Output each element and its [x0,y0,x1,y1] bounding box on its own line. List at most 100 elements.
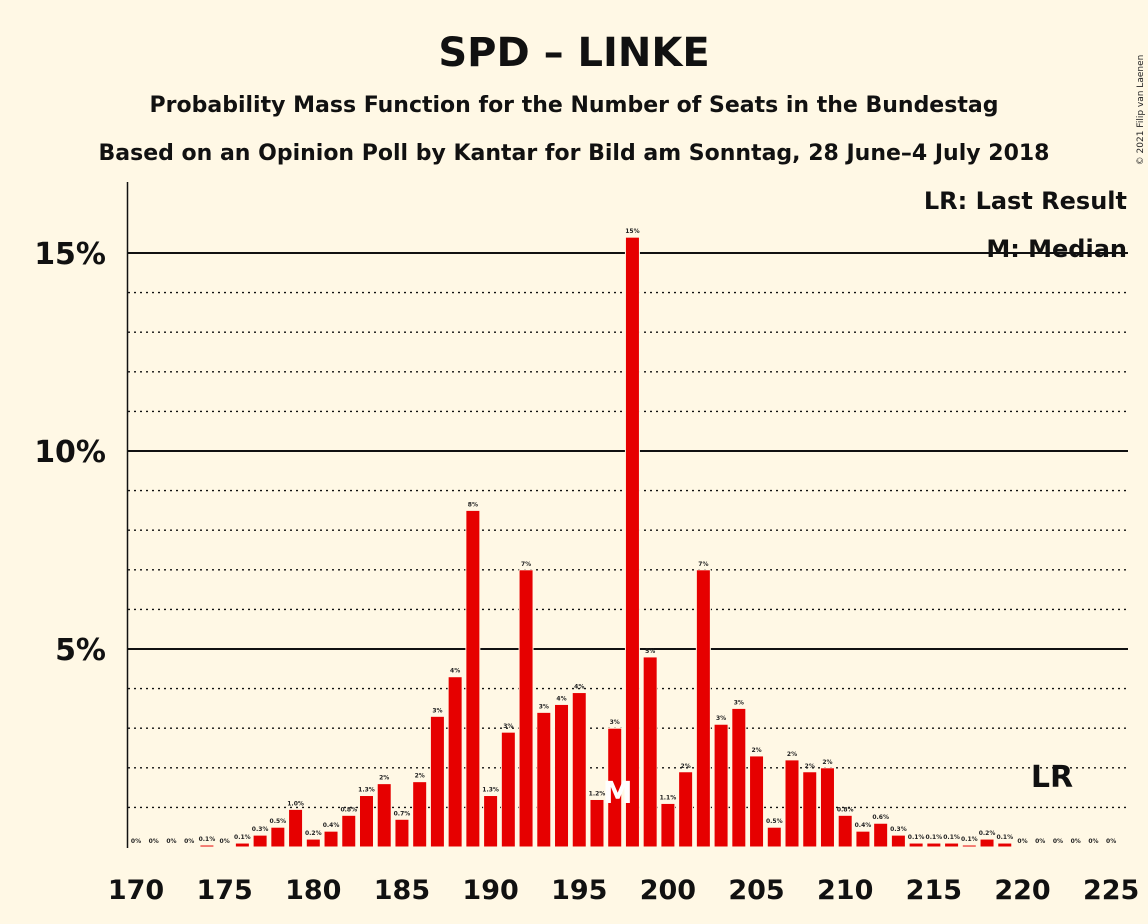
bar-seat-218 [979,838,995,848]
data-label-seat-208: 2% [805,763,815,770]
data-label-seat-193: 3% [539,703,549,710]
bar-seat-214 [908,842,924,848]
data-label-seat-205: 2% [751,747,761,754]
data-label-seat-180: 0.2% [305,830,322,837]
data-label-seat-190: 1.3% [482,787,499,794]
y-tick-label: 10% [34,435,106,470]
bar-seat-184 [376,783,392,848]
data-label-seat-173: 0% [184,838,194,845]
data-label-seat-204: 3% [734,699,744,706]
x-tick-label: 180 [285,875,341,906]
data-label-seat-186: 2% [415,773,425,780]
bar-seat-178 [270,826,286,848]
data-label-seat-213: 0.3% [890,826,907,833]
data-label-seat-192: 7% [521,561,531,568]
data-label-seat-183: 1.3% [358,787,375,794]
x-tick-label: 215 [906,875,962,906]
bar-seat-203 [713,723,729,848]
bar-seat-196 [589,798,605,848]
data-label-seat-211: 0.4% [855,822,872,829]
data-label-seat-219: 0.1% [996,834,1013,841]
data-label-seat-200: 1.1% [660,794,677,801]
data-label-seat-188: 4% [450,668,460,675]
data-label-seat-214: 0.1% [908,834,925,841]
legend-median: M: Median [986,235,1127,263]
y-tick-label: 15% [34,237,106,272]
data-label-seat-187: 3% [432,707,442,714]
data-label-seat-207: 2% [787,751,797,758]
y-tick-label: 5% [55,633,106,668]
bar-seat-212 [873,822,889,848]
bar-seat-208 [802,771,818,848]
data-label-seat-203: 3% [716,715,726,722]
data-label-seat-174: 0.1% [199,836,216,843]
data-label-seat-185: 0.7% [394,810,411,817]
bar-seat-177 [252,834,268,848]
chart-subtitle: Probability Mass Function for the Number… [150,93,999,118]
data-label-seat-215: 0.1% [926,834,943,841]
bar-seat-174 [199,844,215,848]
data-label-seat-210: 0.8% [837,806,854,813]
bar-seat-189 [465,509,481,848]
bar-seat-190 [483,795,499,848]
bar-seat-209 [819,767,835,848]
legend-last-result: LR: Last Result [924,187,1127,215]
bar-seat-193 [536,711,552,848]
x-tick-label: 210 [817,875,873,906]
bar-seat-181 [323,830,339,848]
data-label-seat-206: 0.5% [766,818,783,825]
bar-seat-217 [961,844,977,848]
bar-seat-195 [571,692,587,848]
bar-seat-179 [288,808,304,848]
bar-seat-216 [944,842,960,848]
data-label-seat-198: 15% [625,228,639,235]
data-label-seat-196: 1.2% [589,790,606,797]
bar-seat-219 [997,842,1013,848]
data-label-seat-218: 0.2% [979,830,996,837]
bar-seat-210 [837,814,853,848]
bar-seat-211 [855,830,871,848]
data-label-seat-224: 0% [1088,838,1098,845]
data-label-seat-222: 0% [1053,838,1063,845]
data-label-seat-189: 8% [468,501,478,508]
x-tick-label: 205 [728,875,784,906]
y-axis-ticks: 5% 10% 15% [34,237,106,668]
x-tick-label: 200 [640,875,696,906]
x-tick-label: 220 [994,875,1050,906]
chart-subtitle-source: Based on an Opinion Poll by Kantar for B… [98,141,1049,166]
data-label-seat-221: 0% [1035,838,1045,845]
bar-seat-199 [642,656,658,848]
bar-seat-206 [766,826,782,848]
x-tick-label: 190 [462,875,518,906]
last-result-marker: LR [1031,760,1073,795]
data-label-seat-172: 0% [166,838,176,845]
bars [199,236,1013,848]
data-label-seat-202: 7% [698,561,708,568]
chart-title: SPD – LINKE [438,30,709,76]
bar-seat-183 [358,795,374,848]
bar-seat-202 [695,569,711,848]
median-marker: M [603,776,633,811]
x-tick-label: 175 [196,875,252,906]
bar-seat-191 [500,731,516,848]
bar-seat-192 [518,569,534,848]
x-axis-ticks: 170 175 180 185 190 195 200 205 210 215 220 225 [108,875,1140,906]
data-label-seat-184: 2% [379,775,389,782]
bar-seat-198 [624,236,640,848]
x-tick-label: 170 [108,875,164,906]
bar-seat-205 [749,755,765,848]
copyright-note: © 2021 Filip van Laenen [1136,55,1146,166]
data-label-seat-179: 1.0% [287,800,304,807]
bar-seat-213 [890,834,906,848]
x-tick-label: 185 [374,875,430,906]
data-label-seat-201: 2% [681,763,691,770]
bar-seat-182 [341,814,357,848]
data-label-seat-191: 3% [503,723,513,730]
data-label-seat-197: 3% [610,719,620,726]
bar-seat-200 [660,802,676,848]
data-label-seat-170: 0% [131,838,141,845]
bar-seat-201 [678,771,694,848]
bar-seat-207 [784,759,800,848]
data-label-seat-217: 0.1% [961,836,978,843]
